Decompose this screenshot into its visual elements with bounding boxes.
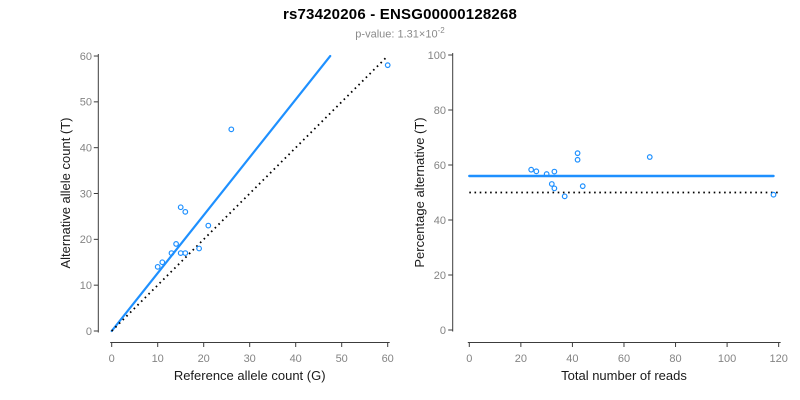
left-y-tick-label: 40 — [80, 142, 92, 154]
left-data-point — [159, 259, 166, 266]
right-y-tick-label: 80 — [434, 105, 446, 117]
right-data-point — [543, 171, 550, 177]
right-data-point — [528, 166, 535, 173]
left-data-point — [384, 62, 391, 69]
right-x-tick-label: 0 — [466, 353, 472, 365]
right-data-point — [533, 168, 540, 175]
right-x-tick-label: 120 — [769, 353, 787, 365]
left-fit-line — [110, 54, 332, 333]
right-data-point — [579, 183, 586, 190]
right-data-point — [574, 156, 581, 163]
left-y-axis-title: Alternative allele count (T) — [58, 117, 73, 268]
right-x-tick-label: 40 — [566, 353, 578, 365]
right-data-point — [548, 181, 555, 187]
left-y-tick-label: 30 — [80, 188, 92, 200]
left-data-point — [177, 204, 184, 211]
plot-title: rs73420206 - ENSG00000128268 — [282, 6, 518, 23]
left-data-point — [182, 208, 189, 215]
left-x-tick-label: 60 — [382, 353, 394, 365]
left-x-tick-label: 0 — [109, 353, 115, 365]
right-x-tick-label: 60 — [618, 353, 630, 365]
left-identity-line — [111, 55, 389, 332]
right-y-tick-label: 40 — [434, 215, 446, 227]
left-y-tick-label: 0 — [86, 326, 92, 338]
right-data-point — [646, 154, 653, 160]
left-y-tick-label: 20 — [80, 234, 92, 246]
right-y-tick-label: 0 — [440, 325, 446, 337]
left-data-point — [196, 245, 203, 252]
right-data-point — [551, 168, 558, 175]
left-x-tick-label: 30 — [244, 353, 256, 365]
right-y-tick-label: 100 — [428, 50, 446, 62]
left-x-tick-label: 10 — [152, 353, 164, 365]
right-x-tick-label: 80 — [669, 353, 681, 365]
left-x-tick-label: 20 — [198, 353, 210, 365]
left-data-point — [168, 250, 175, 256]
pvalue-text: p-value: 1.31×10 — [355, 28, 438, 41]
left-y-tick-label: 60 — [80, 51, 92, 63]
plot-subtitle: p-value: 1.31×10-2 — [0, 26, 800, 41]
right-data-point — [551, 185, 558, 192]
left-x-tick-label: 40 — [290, 353, 302, 365]
right-data-point — [770, 191, 777, 198]
right-x-axis-title: Total number of reads — [561, 368, 687, 383]
right-data-point — [561, 193, 568, 200]
left-data-point — [205, 222, 212, 229]
right-y-tick-label: 60 — [434, 160, 446, 172]
right-data-point — [574, 150, 581, 157]
left-data-point — [173, 241, 180, 247]
left-y-tick-label: 50 — [80, 97, 92, 109]
left-data-point — [182, 250, 189, 256]
right-y-axis-title: Percentage alternative (T) — [412, 117, 427, 267]
left-x-axis-title: Reference allele count (G) — [174, 368, 326, 383]
left-y-tick-label: 10 — [80, 280, 92, 292]
right-y-tick-label: 20 — [434, 270, 446, 282]
left-data-point — [228, 126, 235, 133]
right-x-tick-label: 100 — [718, 353, 736, 365]
pvalue-exponent: -2 — [437, 26, 445, 35]
left-x-tick-label: 50 — [336, 353, 348, 365]
right-x-tick-label: 20 — [515, 353, 527, 365]
left-data-point — [177, 250, 184, 256]
left-data-point — [154, 263, 161, 270]
